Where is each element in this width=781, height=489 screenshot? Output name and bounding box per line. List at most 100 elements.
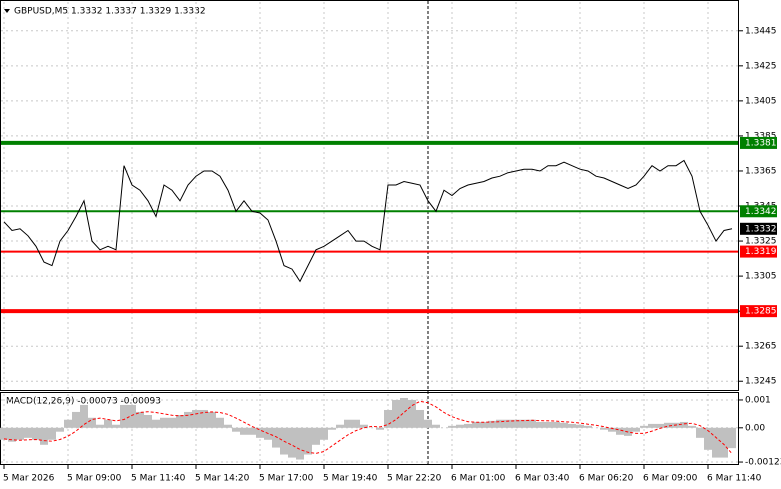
macd-bar <box>184 411 192 428</box>
level-label: 1.3342 <box>745 207 777 217</box>
macd-bar <box>376 427 384 430</box>
macd-bar <box>416 409 424 428</box>
level-label-box <box>740 245 777 258</box>
macd-bar <box>104 419 112 428</box>
y-tick-label: 0.00 <box>745 423 765 433</box>
macd-bar <box>304 427 312 455</box>
x-tick-label: 5 Mar 19:40 <box>323 474 378 484</box>
y-tick-label: 1.3385 <box>745 131 777 141</box>
macd-bar <box>320 427 328 440</box>
macd-bar <box>128 404 136 428</box>
x-tick-label: 5 Mar 14:20 <box>195 474 250 484</box>
macd-bar <box>528 419 536 428</box>
macd-bar <box>576 424 584 428</box>
x-tick-label: 6 Mar 01:00 <box>451 474 506 484</box>
macd-bar <box>664 422 672 428</box>
macd-bar <box>560 422 568 428</box>
macd-bar <box>24 427 32 438</box>
macd-bar <box>392 399 400 428</box>
macd-bar <box>712 427 720 458</box>
level-label-box <box>740 305 777 318</box>
x-tick-label: 6 Mar 06:20 <box>579 474 634 484</box>
macd-bar <box>176 414 184 428</box>
level-label: 1.3285 <box>745 307 777 317</box>
macd-bar <box>336 424 344 428</box>
macd-bar <box>424 419 432 428</box>
y-tick-label: 1.3425 <box>745 61 777 71</box>
last-price-box <box>740 222 777 235</box>
macd-bar <box>328 427 336 430</box>
macd-bar <box>248 427 256 435</box>
macd-bar <box>504 419 512 428</box>
level-label-box <box>740 205 777 218</box>
x-tick-label: 5 Mar 09:00 <box>67 474 122 484</box>
macd-bar <box>224 424 232 428</box>
macd-bar <box>88 417 96 428</box>
macd-bar <box>632 427 640 432</box>
macd-bar <box>552 421 560 428</box>
macd-bar <box>232 427 240 432</box>
y-tick-label: 1.3305 <box>745 272 777 282</box>
y-tick-label: 1.3265 <box>745 342 777 352</box>
macd-bar <box>48 427 56 440</box>
macd-bar <box>608 427 616 432</box>
x-tick-label: 6 Mar 03:40 <box>515 474 570 484</box>
macd-bar <box>728 427 736 449</box>
macd-bar <box>520 419 528 428</box>
macd-bar <box>688 425 696 428</box>
macd-bar <box>488 420 496 428</box>
macd-bar <box>64 419 72 428</box>
macd-bar <box>408 399 416 428</box>
macd-bar <box>536 421 544 428</box>
level-label: 1.3319 <box>745 247 777 257</box>
macd-bar <box>600 427 608 430</box>
x-tick-label: 6 Mar 09:00 <box>643 474 698 484</box>
macd-bar <box>120 404 128 428</box>
macd-bar <box>56 427 64 432</box>
macd-bar <box>512 419 520 428</box>
macd-bar <box>448 425 456 428</box>
macd-bar <box>240 427 248 435</box>
macd-bar <box>640 425 648 428</box>
macd-bar <box>0 427 8 440</box>
macd-bar <box>8 427 16 442</box>
macd-bar <box>152 419 160 428</box>
symbol-marker <box>4 9 10 13</box>
macd-bar <box>648 423 656 428</box>
macd-bar <box>32 427 40 440</box>
macd-bar <box>720 427 728 458</box>
macd-title: MACD(12,26,9) -0.00073 -0.00093 <box>6 397 161 407</box>
y-tick-label: 1.3245 <box>745 377 777 387</box>
price-panel-frame <box>0 0 739 391</box>
macd-bar <box>296 427 304 460</box>
macd-bar <box>696 427 704 438</box>
x-tick-label: 5 Mar 2026 <box>3 474 55 484</box>
macd-bar <box>384 409 392 428</box>
macd-bar <box>216 417 224 428</box>
macd-bar <box>472 421 480 428</box>
last-price-label: 1.3332 <box>745 224 777 234</box>
y-tick-label: 1.3325 <box>745 237 777 247</box>
macd-bar <box>352 419 360 428</box>
macd-bar <box>256 427 264 438</box>
macd-bar <box>144 414 152 428</box>
macd-bar <box>400 398 408 428</box>
macd-bar <box>112 424 120 428</box>
macd-bar <box>704 427 712 450</box>
y-tick-label: 1.3445 <box>745 26 777 36</box>
macd-bar <box>168 417 176 428</box>
signal-line <box>3 400 733 455</box>
level-label-box <box>740 136 777 149</box>
macd-bar <box>72 411 80 428</box>
macd-bar <box>40 427 48 445</box>
macd-bar <box>344 419 352 428</box>
x-tick-label: 6 Mar 11:40 <box>707 474 762 484</box>
chart-title: GBPUSD,M5 1.3332 1.3337 1.3329 1.3332 <box>14 7 206 17</box>
macd-bar <box>200 409 208 428</box>
macd-bar <box>656 423 664 428</box>
macd-bar <box>312 427 320 445</box>
macd-bar <box>568 423 576 428</box>
macd-bar <box>456 424 464 428</box>
y-tick-label: 0.001 <box>745 395 771 405</box>
y-tick-label: -0.00123 <box>745 458 781 468</box>
